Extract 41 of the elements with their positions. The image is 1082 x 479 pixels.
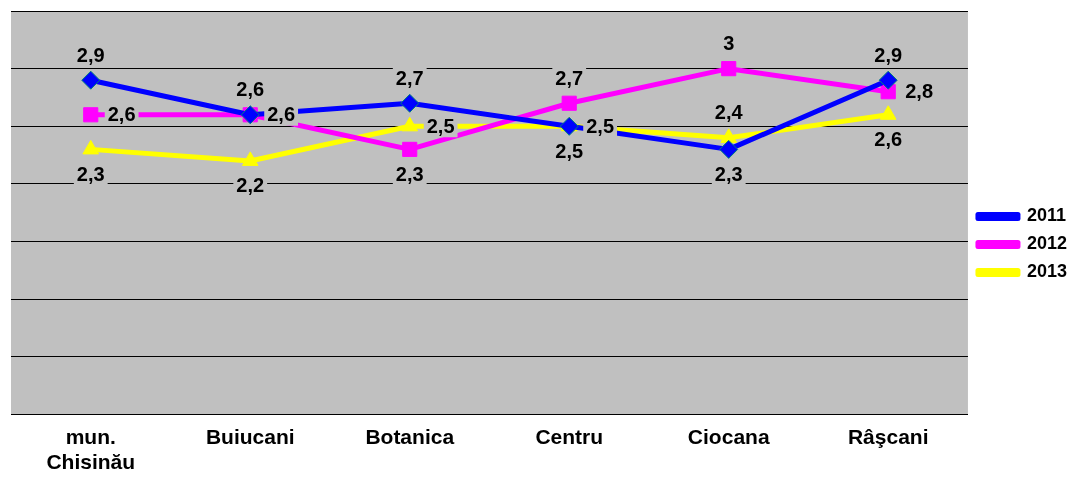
point xyxy=(401,116,419,132)
point xyxy=(402,141,418,157)
x-tick-label: Botanica xyxy=(365,425,455,448)
x-tick-label: Buiucani xyxy=(205,425,295,448)
x-tick-label: Râşcani xyxy=(847,425,929,448)
data-label: 2,6 xyxy=(267,103,296,126)
data-label: 2,5 xyxy=(555,139,584,162)
point xyxy=(561,95,577,111)
point xyxy=(83,107,99,123)
data-label: 2,5 xyxy=(586,114,615,137)
point xyxy=(82,139,100,155)
x-tick-label: mun. Chisinău xyxy=(46,425,136,474)
point xyxy=(721,61,737,77)
legend-label: 2011 xyxy=(1026,205,1067,226)
point xyxy=(879,105,897,120)
data-label: 2,9 xyxy=(76,43,105,66)
legend-label: 2013 xyxy=(1026,261,1067,282)
data-label: 2,5 xyxy=(426,114,455,137)
data-label: 2,3 xyxy=(714,162,743,185)
data-label: 3 xyxy=(723,32,735,55)
data-label: 2,9 xyxy=(874,43,903,66)
x-tick-label: Centru xyxy=(535,425,604,448)
point xyxy=(559,116,579,136)
legend-label: 2012 xyxy=(1026,233,1067,254)
data-label: 2,3 xyxy=(76,162,105,185)
data-label: 2,6 xyxy=(874,128,903,151)
point xyxy=(81,70,101,90)
data-label: 2,6 xyxy=(107,103,136,126)
data-label: 2,4 xyxy=(714,101,744,124)
data-label: 2,8 xyxy=(905,80,934,103)
x-tick-label: Ciocana xyxy=(687,425,770,448)
point xyxy=(241,151,259,166)
data-label: 2,7 xyxy=(395,66,424,89)
point xyxy=(400,93,420,113)
data-label: 2,2 xyxy=(236,174,265,197)
point xyxy=(720,128,738,143)
data-label: 2,6 xyxy=(236,78,265,101)
point xyxy=(878,70,898,90)
data-label: 2,3 xyxy=(395,162,424,185)
point xyxy=(719,139,739,159)
data-label: 2,7 xyxy=(555,66,584,89)
